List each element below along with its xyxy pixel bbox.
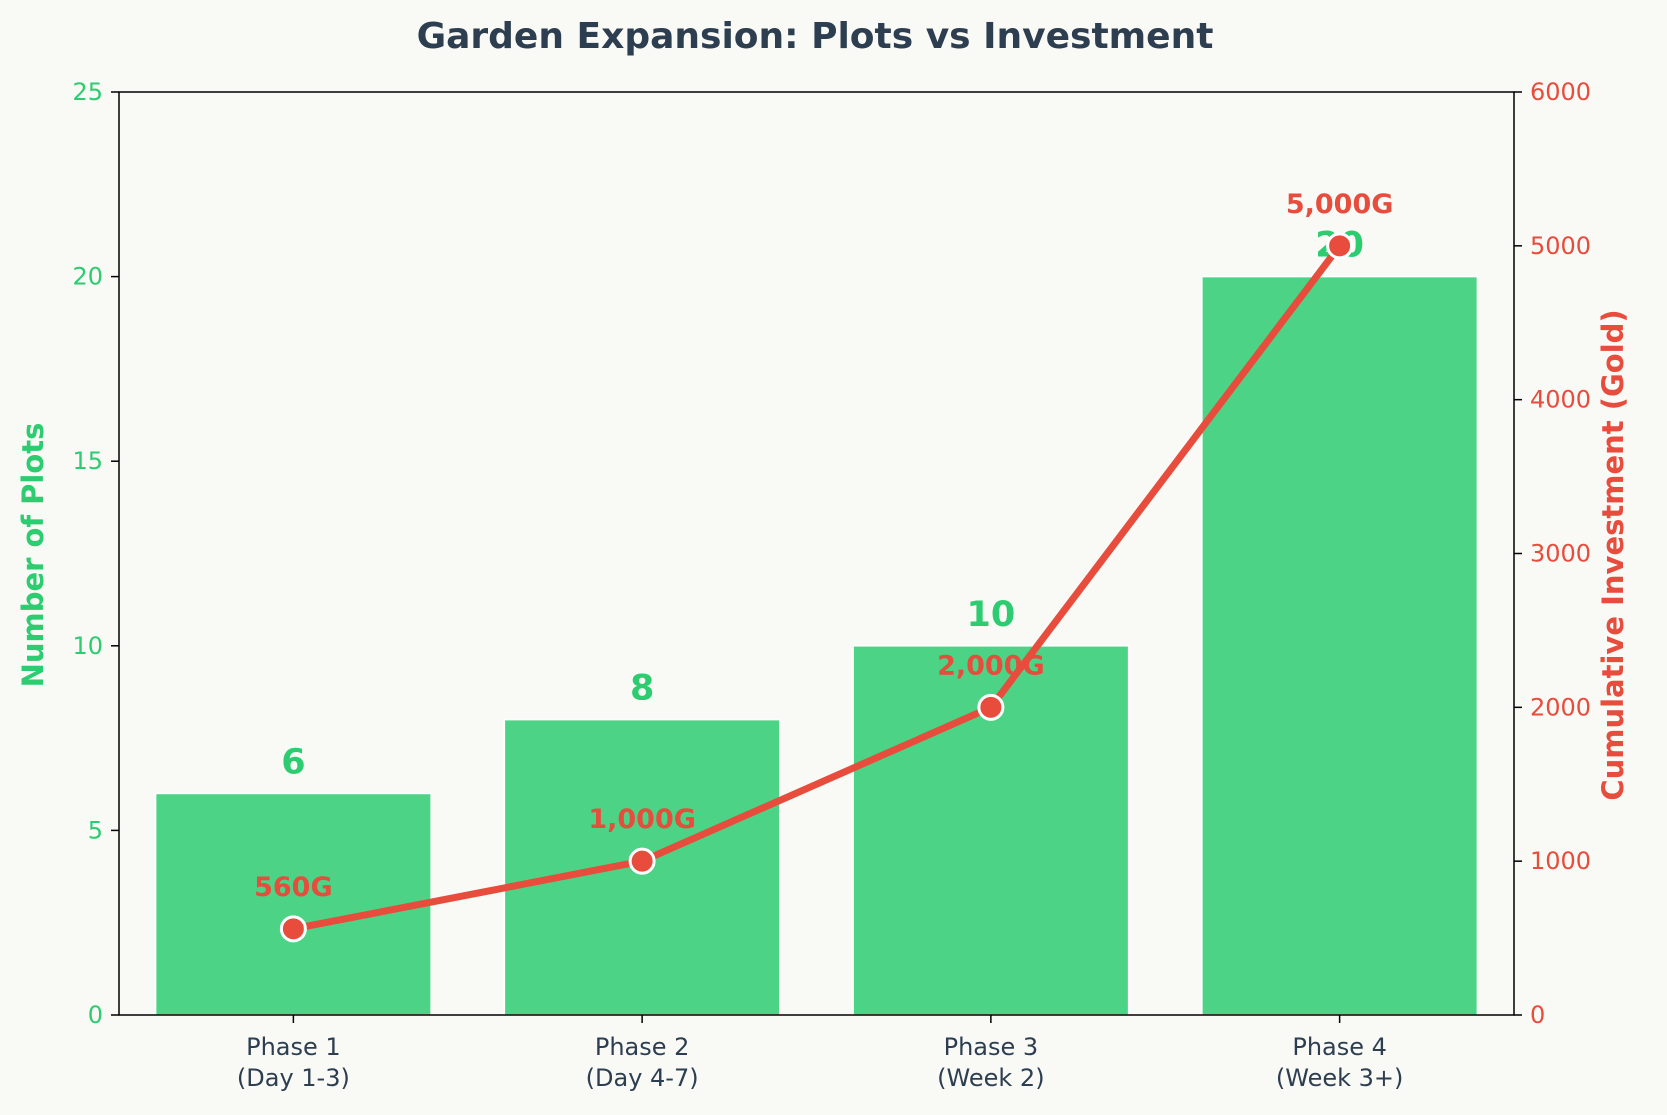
bar-4 <box>1201 275 1479 1016</box>
bar-value-label-2: 8 <box>630 669 654 709</box>
y-tick-label-left: 20 <box>72 263 103 291</box>
line-labels: 560G 1,000G 2,000G 5,000G <box>254 189 1393 903</box>
bar-series <box>154 275 1479 1016</box>
line-series <box>279 232 1354 943</box>
investment-value-label-4: 5,000G <box>1286 189 1394 220</box>
x-tick-label-3-line-2: (Week 2) <box>937 1064 1044 1092</box>
y-tick-label-right: 6000 <box>1530 78 1591 106</box>
y-tick-label-right: 5000 <box>1530 232 1591 260</box>
x-tick-label-1-line-1: Phase 1 <box>246 1033 341 1061</box>
x-tick-label-4-line-2: (Week 3+) <box>1276 1064 1404 1092</box>
x-tick-label-2-line-2: (Day 4-7) <box>586 1064 699 1092</box>
y-tick-label-left: 0 <box>88 1001 103 1029</box>
axes: 0 5 10 15 20 25 0 1000 2000 3000 4000 5000 6000 Phase… <box>72 78 1591 1092</box>
y-tick-label-right: 2000 <box>1530 693 1591 721</box>
investment-point-4 <box>1326 232 1354 260</box>
y-tick-label-right: 0 <box>1530 1001 1545 1029</box>
y-axis-label-left: Number of Plots <box>16 423 50 688</box>
chart-title: Garden Expansion: Plots vs Investment <box>417 16 1214 57</box>
y-axis-label-right: Cumulative Investment (Gold) <box>1596 309 1630 800</box>
investment-point-3 <box>977 693 1005 721</box>
bar-labels: 681020 <box>281 226 1364 783</box>
investment-value-label-3: 2,000G <box>937 650 1045 681</box>
y-tick-label-right: 3000 <box>1530 540 1591 568</box>
y-tick-label-left: 10 <box>72 632 103 660</box>
investment-line <box>289 242 1344 933</box>
investment-point-1 <box>279 915 307 943</box>
x-tick-label-2-line-1: Phase 2 <box>595 1033 690 1061</box>
bar-value-label-3: 10 <box>967 595 1016 635</box>
investment-value-label-2: 1,000G <box>588 804 696 835</box>
x-tick-label-4-line-1: Phase 4 <box>1292 1033 1387 1061</box>
investment-value-label-1: 560G <box>254 872 333 903</box>
y-tick-label-left: 5 <box>88 816 103 844</box>
y-tick-label-right: 1000 <box>1530 847 1591 875</box>
y-tick-label-left: 15 <box>72 447 103 475</box>
bar-value-label-1: 6 <box>281 742 305 782</box>
y-tick-label-right: 4000 <box>1530 386 1591 414</box>
x-tick-label-1-line-2: (Day 1-3) <box>237 1064 350 1092</box>
y-tick-label-left: 25 <box>72 78 103 106</box>
x-tick-label-3-line-1: Phase 3 <box>944 1033 1039 1061</box>
bar-1 <box>154 792 432 1016</box>
investment-point-2 <box>628 847 656 875</box>
